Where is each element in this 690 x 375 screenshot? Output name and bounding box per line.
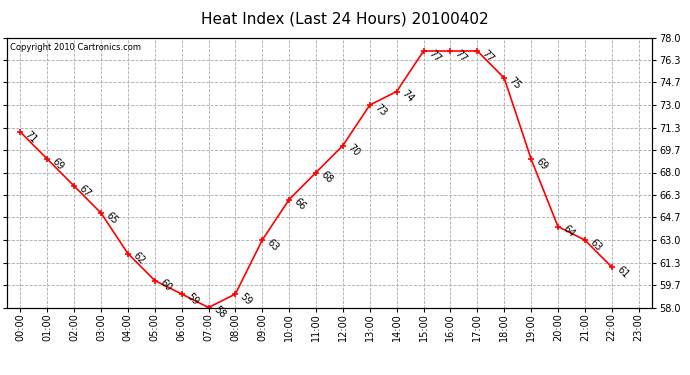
Text: 63: 63 [265, 237, 281, 253]
Text: 77: 77 [453, 48, 469, 64]
Text: 77: 77 [480, 48, 496, 64]
Text: 75: 75 [507, 75, 523, 91]
Text: 64: 64 [561, 224, 576, 240]
Text: 67: 67 [77, 183, 92, 199]
Text: 71: 71 [23, 129, 39, 145]
Text: 70: 70 [346, 143, 362, 159]
Text: 59: 59 [184, 291, 200, 307]
Text: 77: 77 [426, 48, 442, 64]
Text: 62: 62 [130, 251, 146, 267]
Text: 65: 65 [104, 210, 119, 226]
Text: 60: 60 [157, 278, 173, 294]
Text: 66: 66 [292, 197, 308, 213]
Text: Heat Index (Last 24 Hours) 20100402: Heat Index (Last 24 Hours) 20100402 [201, 11, 489, 26]
Text: 59: 59 [238, 291, 254, 307]
Text: 73: 73 [373, 102, 388, 118]
Text: 61: 61 [615, 264, 630, 280]
Text: 69: 69 [50, 156, 66, 172]
Text: Copyright 2010 Cartronics.com: Copyright 2010 Cartronics.com [10, 43, 141, 52]
Text: 63: 63 [588, 237, 603, 253]
Text: 68: 68 [319, 170, 335, 186]
Text: 58: 58 [211, 305, 227, 321]
Text: 74: 74 [400, 89, 415, 105]
Text: 69: 69 [534, 156, 550, 172]
